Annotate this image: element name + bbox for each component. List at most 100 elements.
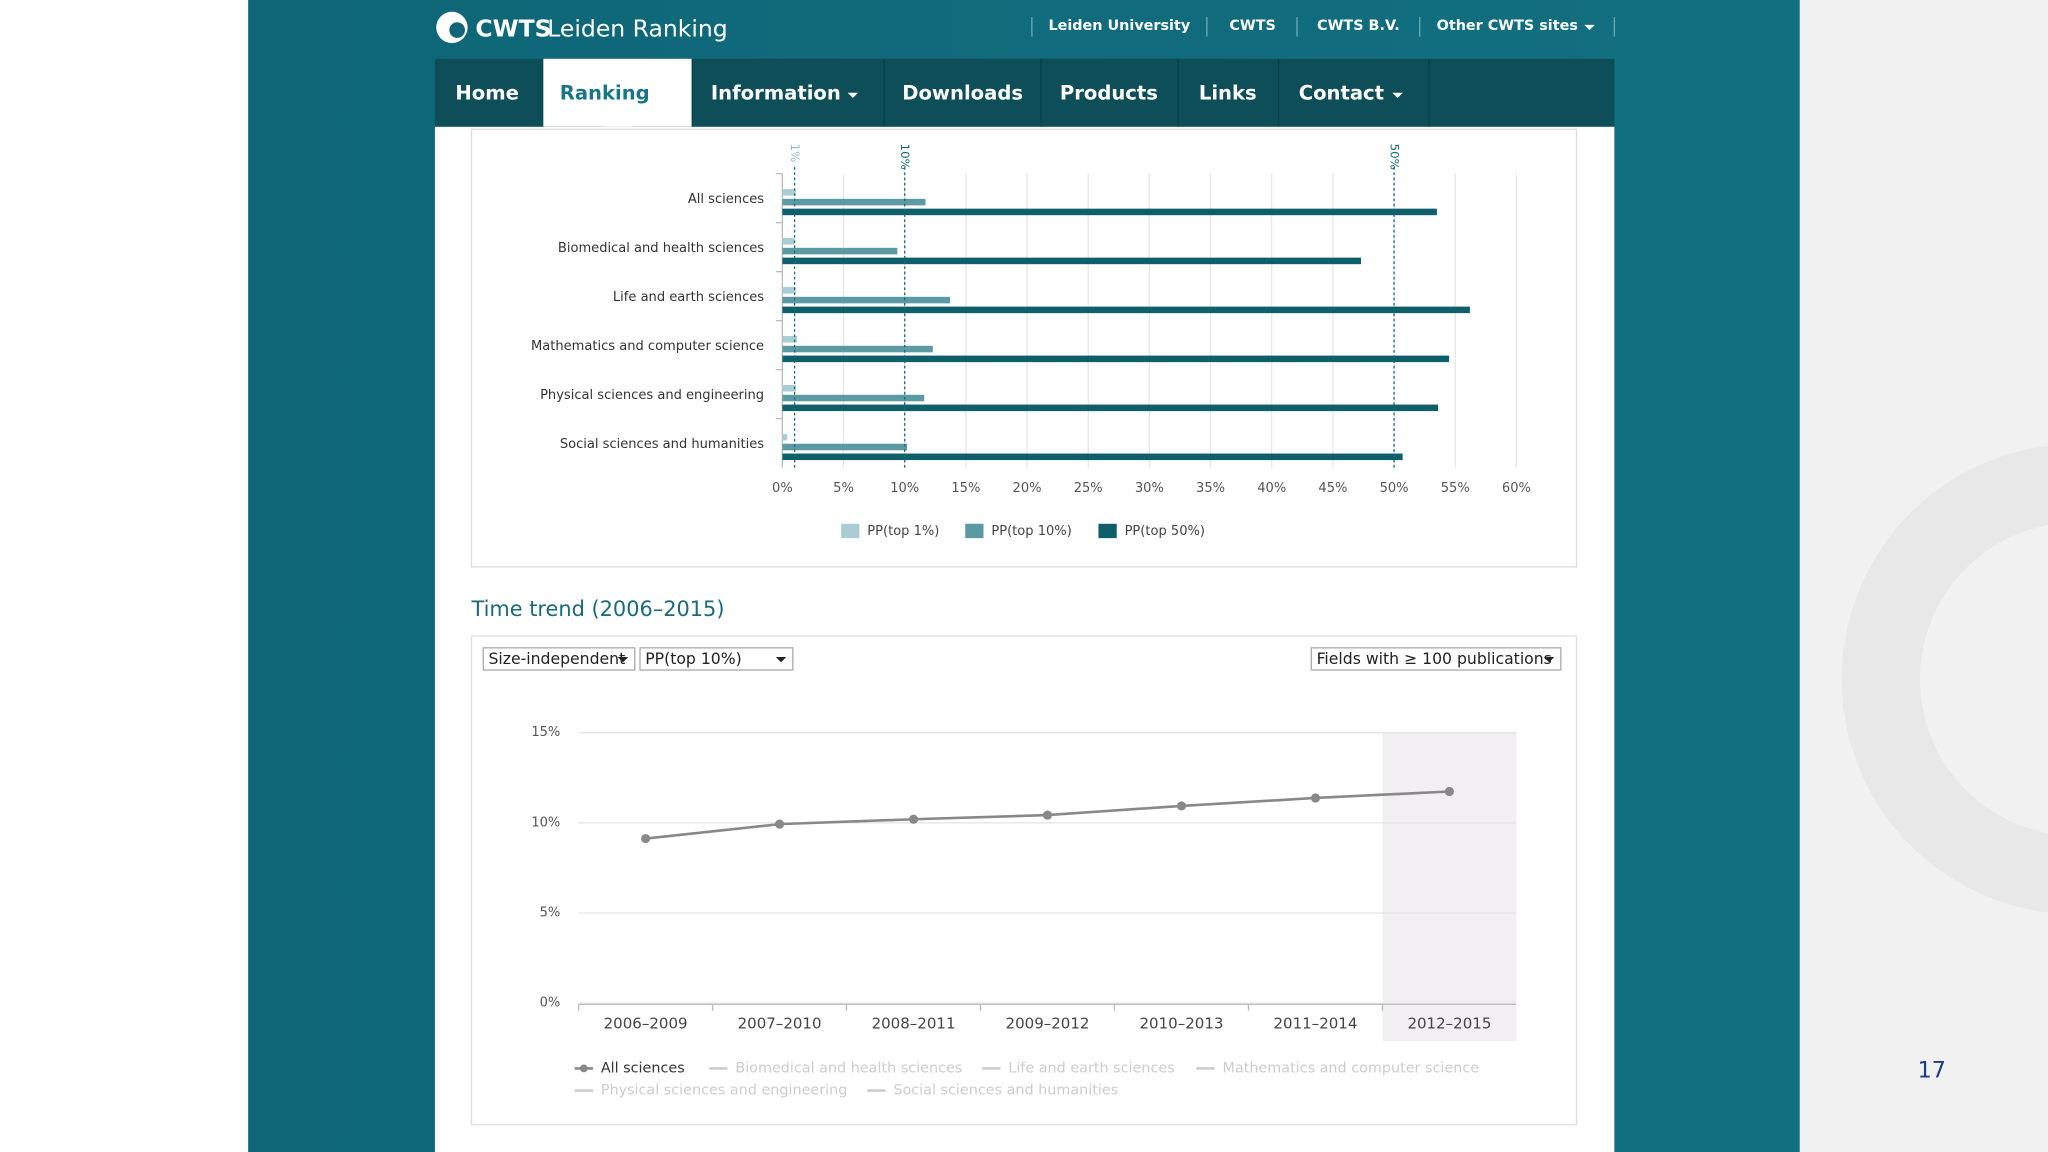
x-tick-label: 60% <box>1502 481 1531 496</box>
x-tick-label: 45% <box>1318 481 1347 496</box>
x-tick-label: 50% <box>1380 481 1409 496</box>
section-title: Time trend (2006–2015) <box>471 597 725 621</box>
dropdown-arrow <box>1392 92 1403 98</box>
point <box>1444 786 1454 797</box>
legend-label[interactable]: PP(top 10%) <box>991 524 1071 539</box>
category-label: Biomedical and health sciences <box>558 241 764 256</box>
bar <box>782 433 788 441</box>
bar <box>782 306 1470 314</box>
y-tick-label: 0% <box>540 996 561 1011</box>
bar <box>782 384 796 392</box>
nav-item[interactable]: Home <box>455 82 519 105</box>
legend-swatch <box>841 523 860 539</box>
x-tick-label: 55% <box>1441 481 1470 496</box>
panel <box>470 635 1578 1126</box>
nav-active-tab <box>543 58 693 127</box>
bar <box>782 443 908 451</box>
point <box>1310 793 1321 803</box>
point <box>908 814 919 824</box>
logo-icon <box>449 22 465 38</box>
panel <box>470 128 1578 568</box>
x-tick-label: 2011–2014 <box>1273 1015 1357 1033</box>
y-tick-label: 5% <box>540 905 561 920</box>
bar <box>782 336 798 343</box>
dropdown-arrow <box>1584 24 1595 31</box>
nav-item[interactable]: Products <box>1060 82 1158 105</box>
legend-label[interactable]: Physical sciences and engineering <box>601 1083 848 1099</box>
x-tick-label: 20% <box>1013 481 1042 496</box>
logo: CWTS Leiden Ranking <box>436 11 728 44</box>
bar <box>782 198 926 206</box>
point <box>641 833 651 844</box>
legend-label[interactable]: All sciences <box>601 1060 685 1076</box>
legend-label[interactable]: Biomedical and health sciences <box>735 1060 962 1076</box>
top-link[interactable]: Other CWTS sites <box>1437 18 1578 34</box>
dropdown-arrow <box>617 656 629 663</box>
dropdown[interactable] <box>639 647 794 671</box>
bar <box>782 208 1437 216</box>
watermark <box>1841 445 2048 913</box>
dropdown-arrow <box>1543 656 1555 663</box>
x-tick-label: 2010–2013 <box>1140 1015 1224 1033</box>
bar <box>782 247 898 255</box>
x-tick-label: 15% <box>951 481 980 496</box>
legend-label[interactable]: PP(top 50%) <box>1125 524 1205 539</box>
bar <box>782 394 925 402</box>
dropdown-text: Size-independent <box>488 649 625 668</box>
dropdown-text: PP(top 10%) <box>645 649 742 668</box>
legend-swatch <box>965 523 984 539</box>
x-tick-label: 2012–2015 <box>1407 1015 1491 1033</box>
bar <box>782 404 1439 412</box>
slide-margin <box>0 0 249 1152</box>
top-link[interactable]: CWTS <box>1229 18 1276 34</box>
logo-text: Leiden Ranking <box>547 15 727 43</box>
legend-label[interactable]: Mathematics and computer science <box>1223 1060 1480 1076</box>
top-link[interactable]: Leiden University <box>1048 18 1190 34</box>
bar <box>782 189 796 196</box>
bar <box>782 355 1450 363</box>
point <box>1042 810 1053 820</box>
bar <box>782 453 1403 461</box>
bar <box>782 257 1362 265</box>
legend-marker <box>579 1064 588 1073</box>
nav-pointer <box>603 126 633 142</box>
legend-label[interactable]: Social sciences and humanities <box>893 1083 1118 1099</box>
category-label: Physical sciences and engineering <box>540 388 764 403</box>
y-tick-label: 15% <box>531 725 560 740</box>
point <box>1176 801 1187 811</box>
x-tick-label: 10% <box>890 481 919 496</box>
category-label: All sciences <box>688 192 764 207</box>
x-tick-label: 25% <box>1074 481 1103 496</box>
dropdown-text: Fields with ≥ 100 publications <box>1317 649 1552 668</box>
reference-label: 10% <box>898 144 912 170</box>
category-label: Mathematics and computer science <box>531 339 764 354</box>
x-tick-label: 5% <box>833 481 854 496</box>
dropdown[interactable] <box>482 647 636 671</box>
reference-label: 1% <box>788 144 802 163</box>
dropdown-arrow <box>847 92 859 98</box>
x-tick-label: 0% <box>772 481 793 496</box>
legend-label[interactable]: PP(top 1%) <box>867 524 939 539</box>
nav-item[interactable]: Information <box>711 82 841 105</box>
x-tick-label: 30% <box>1135 481 1164 496</box>
legend-label[interactable]: Life and earth sciences <box>1008 1060 1174 1076</box>
point <box>774 819 785 829</box>
y-tick-label: 10% <box>531 815 560 830</box>
x-tick-label: 40% <box>1257 481 1286 496</box>
page-number: 17 <box>1918 1058 1946 1084</box>
x-tick-label: 2009–2012 <box>1006 1015 1090 1033</box>
highlight-band <box>1382 732 1517 1041</box>
nav-item[interactable]: Downloads <box>902 82 1023 105</box>
category-label: Life and earth sciences <box>613 290 764 305</box>
legend-swatch <box>1098 523 1117 539</box>
dropdown-arrow <box>775 656 787 663</box>
x-tick-label: 2007–2010 <box>738 1015 822 1033</box>
dropdown[interactable] <box>1310 647 1562 671</box>
bar <box>782 238 795 245</box>
bar <box>782 296 950 304</box>
x-tick-label: 2008–2011 <box>872 1015 956 1033</box>
nav-item[interactable]: Links <box>1199 82 1257 105</box>
nav-item[interactable]: Contact <box>1299 82 1384 105</box>
top-link[interactable]: CWTS B.V. <box>1317 18 1400 34</box>
nav-item[interactable]: Ranking <box>560 82 650 105</box>
